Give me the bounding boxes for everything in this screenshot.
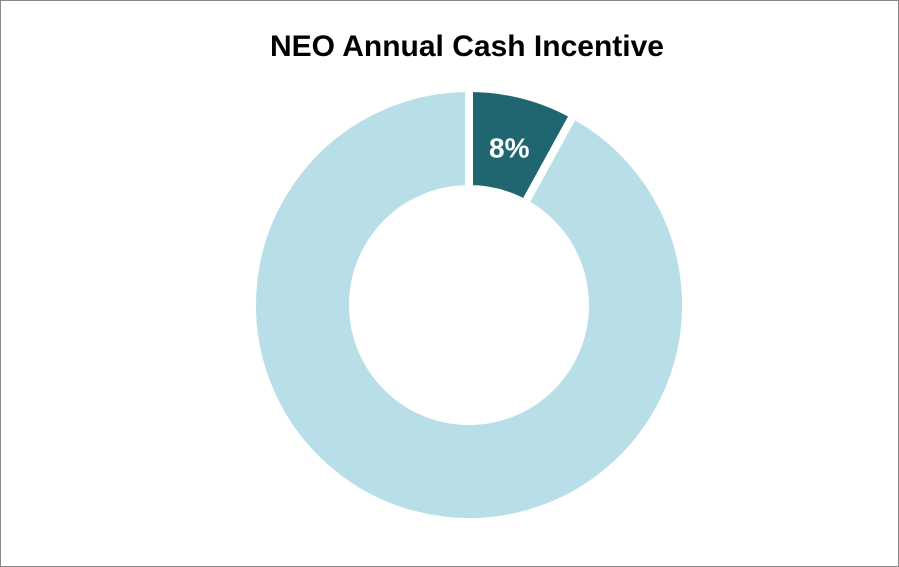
data-label: 8%	[489, 132, 530, 163]
chart-title: NEO Annual Cash Incentive	[270, 30, 664, 63]
donut-slice	[248, 83, 690, 526]
